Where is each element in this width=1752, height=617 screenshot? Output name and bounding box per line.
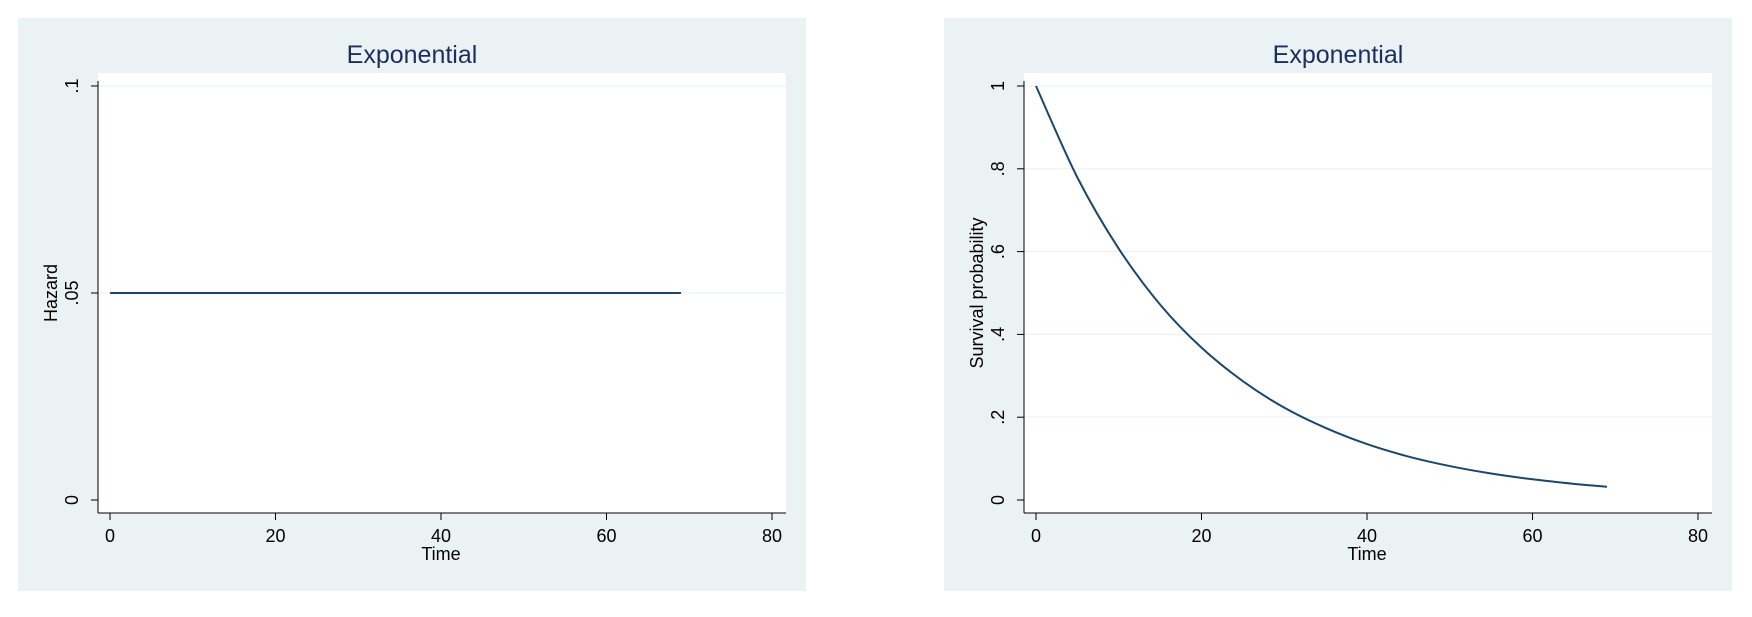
survival-chart-panel: 0 20 40 60 80 0 .2 .4 .6 .8 1 Exponential Time Surviv… — [926, 0, 1752, 617]
x-tick-label: 80 — [1688, 526, 1708, 546]
hazard-chart: 0 20 40 60 80 0 .05 .1 Exponential Time Hazard — [18, 18, 806, 591]
y-tick-label: .05 — [62, 280, 82, 305]
x-tick-label: 0 — [105, 526, 115, 546]
x-tick-label: 0 — [1031, 526, 1041, 546]
x-tick-label: 80 — [762, 526, 782, 546]
y-tick-label: 0 — [988, 495, 1008, 505]
x-tick-label: 60 — [596, 526, 616, 546]
x-tick-label: 40 — [1357, 526, 1377, 546]
hazard-chart-panel: 0 20 40 60 80 0 .05 .1 Exponential Time Hazard — [0, 0, 826, 617]
plot-area — [1024, 73, 1712, 513]
x-axis-label: Time — [1347, 544, 1386, 564]
chart-title: Exponential — [1273, 41, 1404, 69]
survival-chart: 0 20 40 60 80 0 .2 .4 .6 .8 1 Exponential Time Surviv… — [944, 18, 1732, 591]
y-tick-label: .2 — [988, 410, 1008, 425]
y-axis-label: Survival probability — [967, 217, 987, 368]
chart-title: Exponential — [347, 41, 478, 69]
x-axis-label: Time — [421, 544, 460, 564]
y-tick-label: .1 — [62, 78, 82, 93]
x-tick-label: 20 — [265, 526, 285, 546]
y-tick-label: .4 — [988, 327, 1008, 342]
y-tick-label: 0 — [62, 495, 82, 505]
survival-series-line — [1035, 85, 1608, 488]
x-tick-label: 40 — [431, 526, 451, 546]
y-tick-label: .6 — [988, 244, 1008, 259]
x-tick-label: 60 — [1522, 526, 1542, 546]
y-tick-label: .8 — [988, 161, 1008, 176]
y-axis-label: Hazard — [41, 264, 61, 322]
x-tick-label: 20 — [1191, 526, 1211, 546]
y-tick-label: 1 — [988, 81, 1008, 91]
